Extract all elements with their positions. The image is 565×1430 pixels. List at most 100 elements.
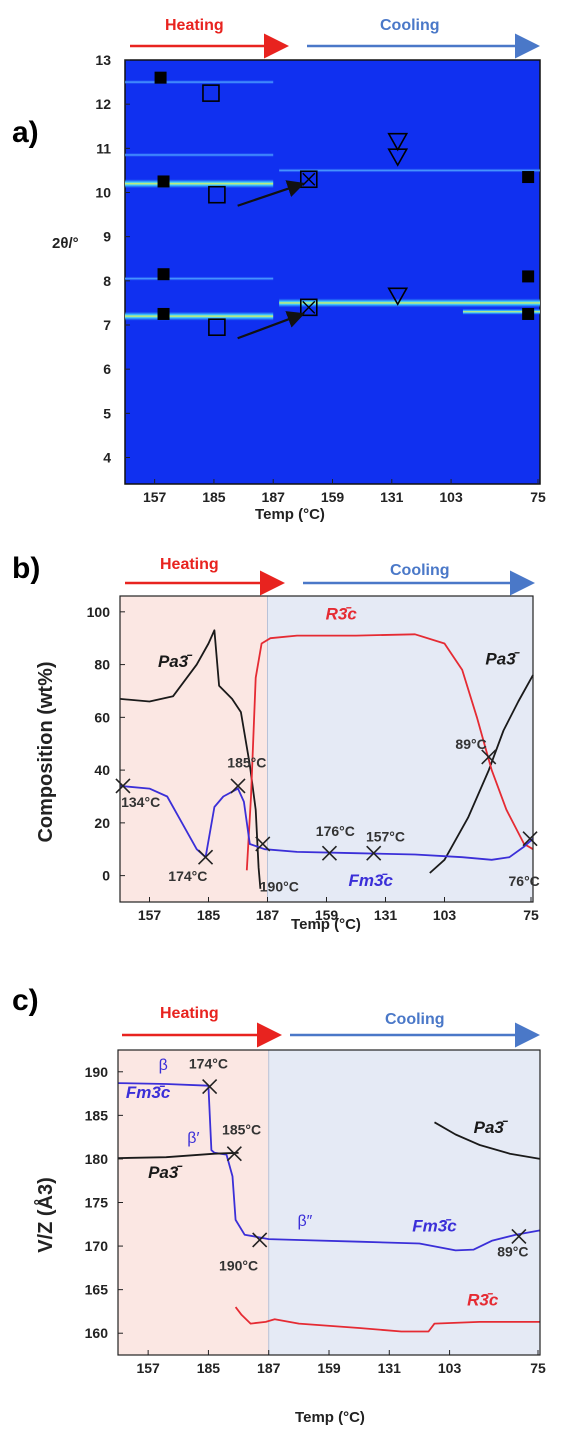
heatmap-y-tick-label: 9 [103,229,111,245]
volume-temperature-label: 174°C [189,1055,228,1071]
volume-y-tick-label: 175 [85,1195,109,1211]
diffraction-band [462,308,540,315]
volume-temperature-label: 190°C [219,1257,258,1273]
volume-x-tick-label: 157 [136,1360,160,1376]
panel-c: c) Heating Cooling 160 165 170 175 180 185 190… [12,984,546,1426]
diffraction-band [125,179,274,189]
volume-temperature-label: 185°C [222,1122,261,1138]
panel-b: b) Heating Cooling 0 20 40 60 80 100 157 185 18… [12,552,540,933]
open-square-marker [202,84,220,102]
heatmap-y-tick-label: 6 [103,361,111,377]
volume-y-tick-label: 185 [85,1107,109,1123]
volume-phase-label: Fm3̄c [126,1083,171,1102]
composition-temperature-label: 185°C [227,754,266,770]
heating-region-c [118,1050,269,1355]
cooling-label-b: Cooling [390,562,450,579]
composition-y-tick-label: 100 [87,604,111,620]
x-axis-label-c: Temp (°C) [295,1409,365,1426]
volume-y-tick-label: 160 [85,1325,109,1341]
composition-annotations: 134°C 174°C 185°C 190°C 176°C 157°C 89°C 76°C [121,736,540,894]
filled-square-marker [157,268,170,281]
heating-label-b: Heating [160,556,219,573]
composition-series [119,596,534,902]
heatmap-x-tick-label: 131 [380,489,404,505]
diffraction-band [279,168,540,173]
volume-series-line [434,1121,541,1160]
heatmap-x-tick-label: 157 [143,489,167,505]
composition-temperature-label: 176°C [316,823,355,839]
volume-cross-marker [202,1079,218,1095]
composition-cross-marker [115,778,131,794]
cooling-label-a: Cooling [380,17,440,34]
open-square-marker [208,318,226,337]
composition-y-tick-label: 60 [94,709,110,725]
composition-markers [115,749,538,865]
down-triangle-marker [387,287,409,306]
composition-cross-marker [481,749,497,765]
heatmap-y-tick-label: 10 [95,185,111,201]
open-square-marker [208,185,226,204]
composition-cross-marker [522,831,538,847]
volume-phase-label: Pa3̄ [474,1118,509,1137]
heatmap-x-tick-label: 75 [530,489,546,505]
volume-x-tick-label: 131 [378,1360,402,1376]
composition-cross-marker [230,778,246,794]
heatmap-y-tick-label: 13 [95,52,111,68]
volume-series-line [234,1306,540,1333]
composition-phase-label: Pa3̄ [158,652,193,671]
diffraction-band [125,276,274,281]
composition-phase-labels: Pa3̄ R3̄c Pa3̄ Fm3̄c [158,605,521,890]
composition-cross-marker [255,836,271,852]
heatmap-y-tick-label: 12 [95,96,111,112]
crossed-square-marker [299,170,318,189]
heatmap-x-tick-label: 159 [321,489,345,505]
volume-cross-marker [226,1146,242,1162]
heatmap-x-tick-label: 185 [202,489,226,505]
volume-phase-labels: Fm3̄c Pa3̄ Pa3̄ Fm3̄c R3̄c [126,1083,509,1309]
composition-temperature-label: 76°C [509,873,540,889]
cooling-region-c [268,1050,540,1355]
volume-x-tick-label: 187 [257,1360,281,1376]
diffraction-band [125,152,274,157]
composition-x-tick-label: 157 [138,907,162,923]
y-axis-c: 160 165 170 175 180 185 190 [85,1064,123,1341]
volume-greek-label: β″ [297,1213,312,1230]
volume-x-tick-label: 185 [197,1360,221,1376]
x-axis-b: 157 185 187 159 131 103 75 [138,897,539,923]
volume-phase-label: Pa3̄ [148,1163,183,1182]
volume-y-tick-label: 190 [85,1064,109,1080]
composition-temperature-label: 190°C [260,878,299,894]
cooling-region-b [267,596,533,902]
volume-annotations: 174°C 185°C 190°C 89°C [189,1055,529,1273]
panel-label-a: a) [12,116,39,149]
volume-cross-marker [252,1232,268,1248]
heatmap-markers [154,71,535,337]
y-axis-label-c: V/Z (Å3) [33,1177,57,1253]
volume-x-tick-label: 103 [438,1360,462,1376]
composition-x-tick-label: 131 [374,907,398,923]
heating-label-c: Heating [160,1005,219,1022]
composition-cross-marker [321,845,338,861]
composition-x-tick-label: 187 [256,907,280,923]
diffraction-band [125,311,274,321]
heatmap-y-tick-label: 7 [103,317,111,333]
composition-temperature-label: 134°C [121,794,160,810]
composition-temperature-label: 174°C [168,868,207,884]
x-axis-label-b: Temp (°C) [291,916,361,933]
volume-y-tick-label: 165 [85,1282,109,1298]
volume-phase-label: R3̄c [467,1290,499,1309]
panel-a: a) Heating Cooling 4 5 6 7 8 9 10 11 12 13 157 185… [12,17,546,523]
composition-phase-label: Fm3̄c [349,871,394,890]
composition-series-line [119,629,262,889]
crossed-square-marker [299,298,318,317]
filled-square-marker [157,175,170,188]
heatmap-x-tick-label: 103 [439,489,463,505]
composition-phase-label: R3̄c [326,605,358,624]
composition-y-tick-label: 0 [102,868,110,884]
heatmap-background [124,59,541,485]
filled-square-marker [522,171,535,184]
heating-label-a: Heating [165,17,224,34]
heatmap-bands [125,80,540,321]
composition-x-tick-label: 103 [433,907,457,923]
